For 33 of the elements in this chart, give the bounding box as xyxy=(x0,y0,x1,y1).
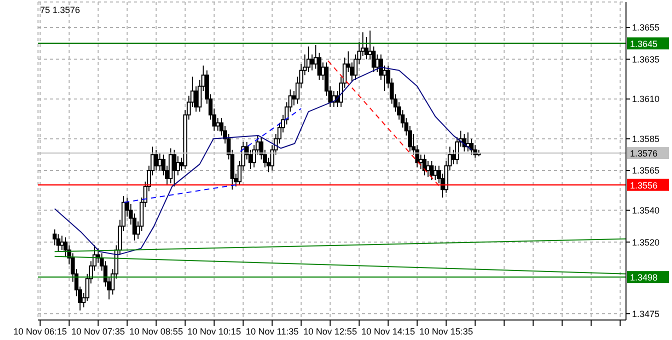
ref-line-label: 1.3498 xyxy=(630,272,658,283)
x-tick-label: 10 Nov 15:35 xyxy=(419,326,473,336)
y-tick-label: 1.3655 xyxy=(632,22,660,33)
x-tick-label: 10 Nov 07:35 xyxy=(71,326,125,336)
candlestick xyxy=(56,234,60,252)
x-tick-label: 10 Nov 06:15 xyxy=(13,326,67,336)
candlestick xyxy=(306,46,310,72)
candlestick xyxy=(172,149,176,187)
y-tick-label: 1.3520 xyxy=(632,237,660,248)
y-tick-label: 1.3475 xyxy=(632,308,660,319)
y-tick-label: 1.3610 xyxy=(632,94,660,104)
ref-line-label: 1.3576 xyxy=(630,148,658,159)
candlestick xyxy=(433,165,438,181)
candlestick xyxy=(310,54,314,71)
chart-title: 75 1.3576 xyxy=(40,5,80,15)
candlestick xyxy=(154,149,158,172)
candlestick xyxy=(176,156,180,176)
x-tick-label: 10 Nov 12:55 xyxy=(303,326,357,336)
x-tick-label: 10 Nov 11:35 xyxy=(246,326,299,336)
candlestick xyxy=(168,148,173,184)
y-tick-label: 1.3585 xyxy=(632,134,660,144)
x-tick-label: 10 Nov 08:55 xyxy=(129,326,183,336)
ref-line-label: 1.3556 xyxy=(630,180,658,190)
candlestick xyxy=(430,160,434,181)
candlestick xyxy=(158,152,162,172)
y-tick-label: 1.3540 xyxy=(632,205,660,216)
candlestick xyxy=(60,235,64,251)
candlestick xyxy=(375,54,380,72)
y-tick-label: 1.3565 xyxy=(632,166,660,176)
y-tick-label: 1.3635 xyxy=(632,54,660,64)
x-tick-label: 10 Nov 14:15 xyxy=(361,326,415,336)
ref-line-label: 1.3645 xyxy=(630,38,658,49)
x-tick-label: 10 Nov 10:15 xyxy=(187,326,241,336)
